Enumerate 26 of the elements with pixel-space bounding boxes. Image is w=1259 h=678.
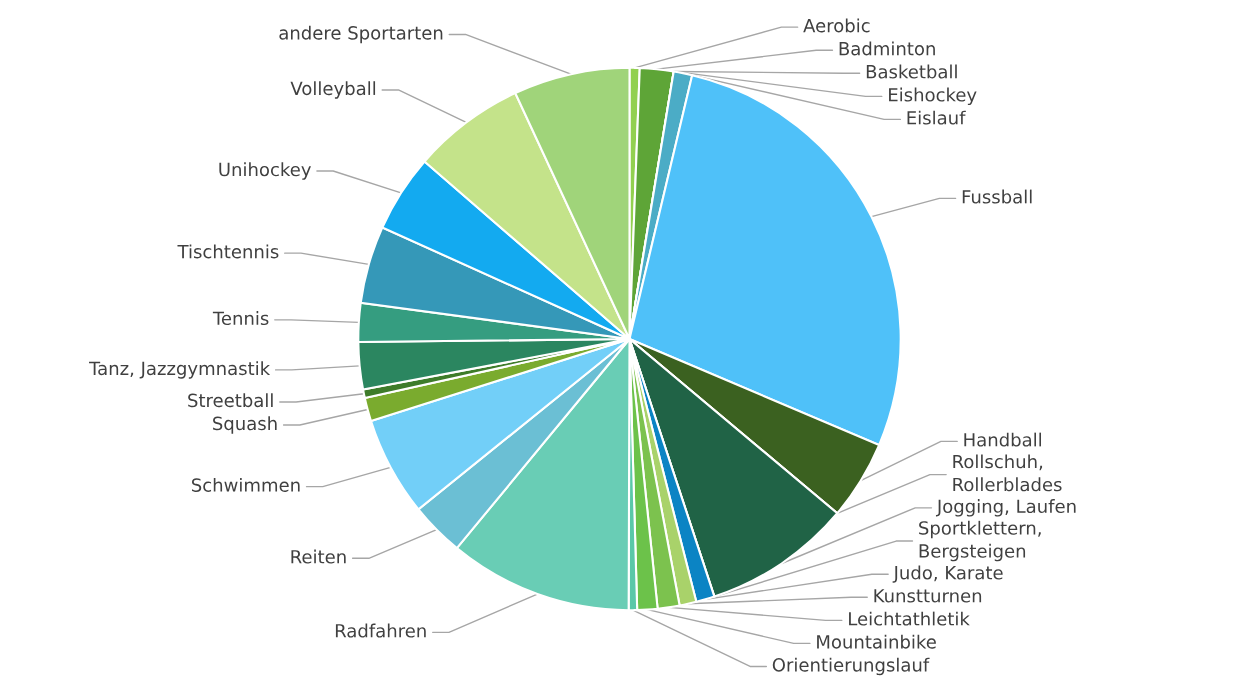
category-label: Sportklettern, Bergsteigen bbox=[919, 520, 1041, 562]
category-label: Eishockey bbox=[889, 87, 977, 106]
category-label: Rollschuh, Rollerblades bbox=[953, 454, 1062, 492]
slice-label: Tennis bbox=[212, 311, 269, 326]
slice-label: Handball bbox=[964, 432, 1042, 447]
slice-label: Unihockey bbox=[219, 162, 311, 180]
slice-label: Kunstturnen bbox=[874, 589, 982, 603]
slice-label: Badminton bbox=[839, 41, 935, 56]
slice-label: Squash bbox=[213, 416, 277, 434]
slice-label: Radfahren bbox=[335, 623, 426, 638]
slice-label: Aerobic bbox=[803, 18, 870, 33]
slice-label: Leichtathletik bbox=[849, 611, 970, 626]
slice-label: Mountainbike bbox=[817, 634, 936, 649]
slice-label: Tischtennis bbox=[177, 244, 279, 259]
slice-label: Judo, Karate bbox=[892, 565, 1003, 583]
slice-label: Schwimmen bbox=[191, 477, 300, 492]
slice-label: Eislauf bbox=[907, 110, 966, 125]
slice-label: Volleyball bbox=[290, 81, 376, 99]
slice-label: Streetball bbox=[188, 393, 273, 408]
slice-label: Reiten bbox=[291, 549, 346, 564]
slice-label: Jogging, Laufen bbox=[935, 499, 1076, 517]
slice-label: andere Sportarten bbox=[279, 25, 443, 44]
slice-label: Orientierungslauf bbox=[772, 657, 930, 676]
slice-label: Tanz, Jazzgymnastik bbox=[89, 361, 271, 379]
slice-label: Fussball bbox=[962, 189, 1032, 204]
category-label: Basketball bbox=[866, 64, 957, 79]
